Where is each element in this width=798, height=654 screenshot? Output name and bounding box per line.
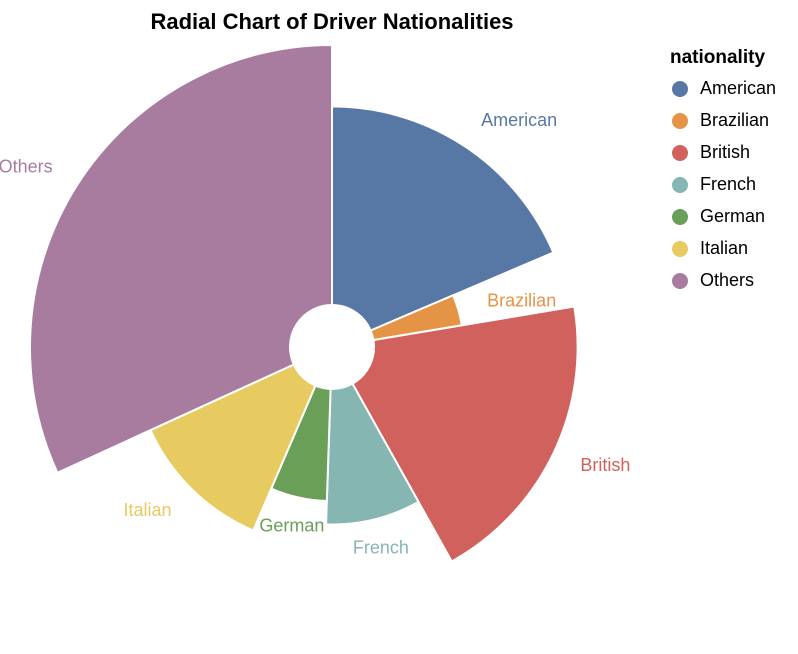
slice-group: [29, 43, 579, 563]
legend-swatch-brazilian: [672, 113, 688, 129]
legend-swatch-american: [672, 81, 688, 97]
legend-swatch-french: [672, 177, 688, 193]
legend: nationality American Brazilian British Fren…: [670, 47, 776, 290]
slice-others: [29, 43, 333, 475]
legend-title: nationality: [670, 47, 765, 68]
slice-italian: [149, 363, 317, 532]
legend-label-brazilian: Brazilian: [700, 110, 769, 130]
slice-label-others: Others: [0, 156, 53, 176]
legend-items: American Brazilian British French German Ital…: [672, 78, 776, 290]
slice-american: [331, 105, 555, 332]
slice-label-italian: Italian: [123, 500, 171, 520]
legend-swatch-british: [672, 145, 688, 161]
legend-swatch-italian: [672, 241, 688, 257]
legend-label-italian: Italian: [700, 238, 748, 258]
slice-label-american: American: [481, 110, 557, 130]
slice-label-group: American Brazilian British French German Ital…: [0, 110, 630, 557]
slice-label-british: British: [580, 455, 630, 475]
legend-label-american: American: [700, 78, 776, 98]
slice-label-brazilian: Brazilian: [487, 290, 556, 310]
slice-label-french: French: [353, 537, 409, 557]
legend-label-german: German: [700, 206, 765, 226]
legend-label-british: British: [700, 142, 750, 162]
slice-label-german: German: [259, 515, 324, 535]
legend-label-others: Others: [700, 270, 754, 290]
legend-swatch-others: [672, 273, 688, 289]
legend-swatch-german: [672, 209, 688, 225]
chart-title: Radial Chart of Driver Nationalities: [150, 9, 513, 34]
legend-label-french: French: [700, 174, 756, 194]
slice-french: [325, 382, 420, 526]
slice-british: [351, 305, 579, 563]
